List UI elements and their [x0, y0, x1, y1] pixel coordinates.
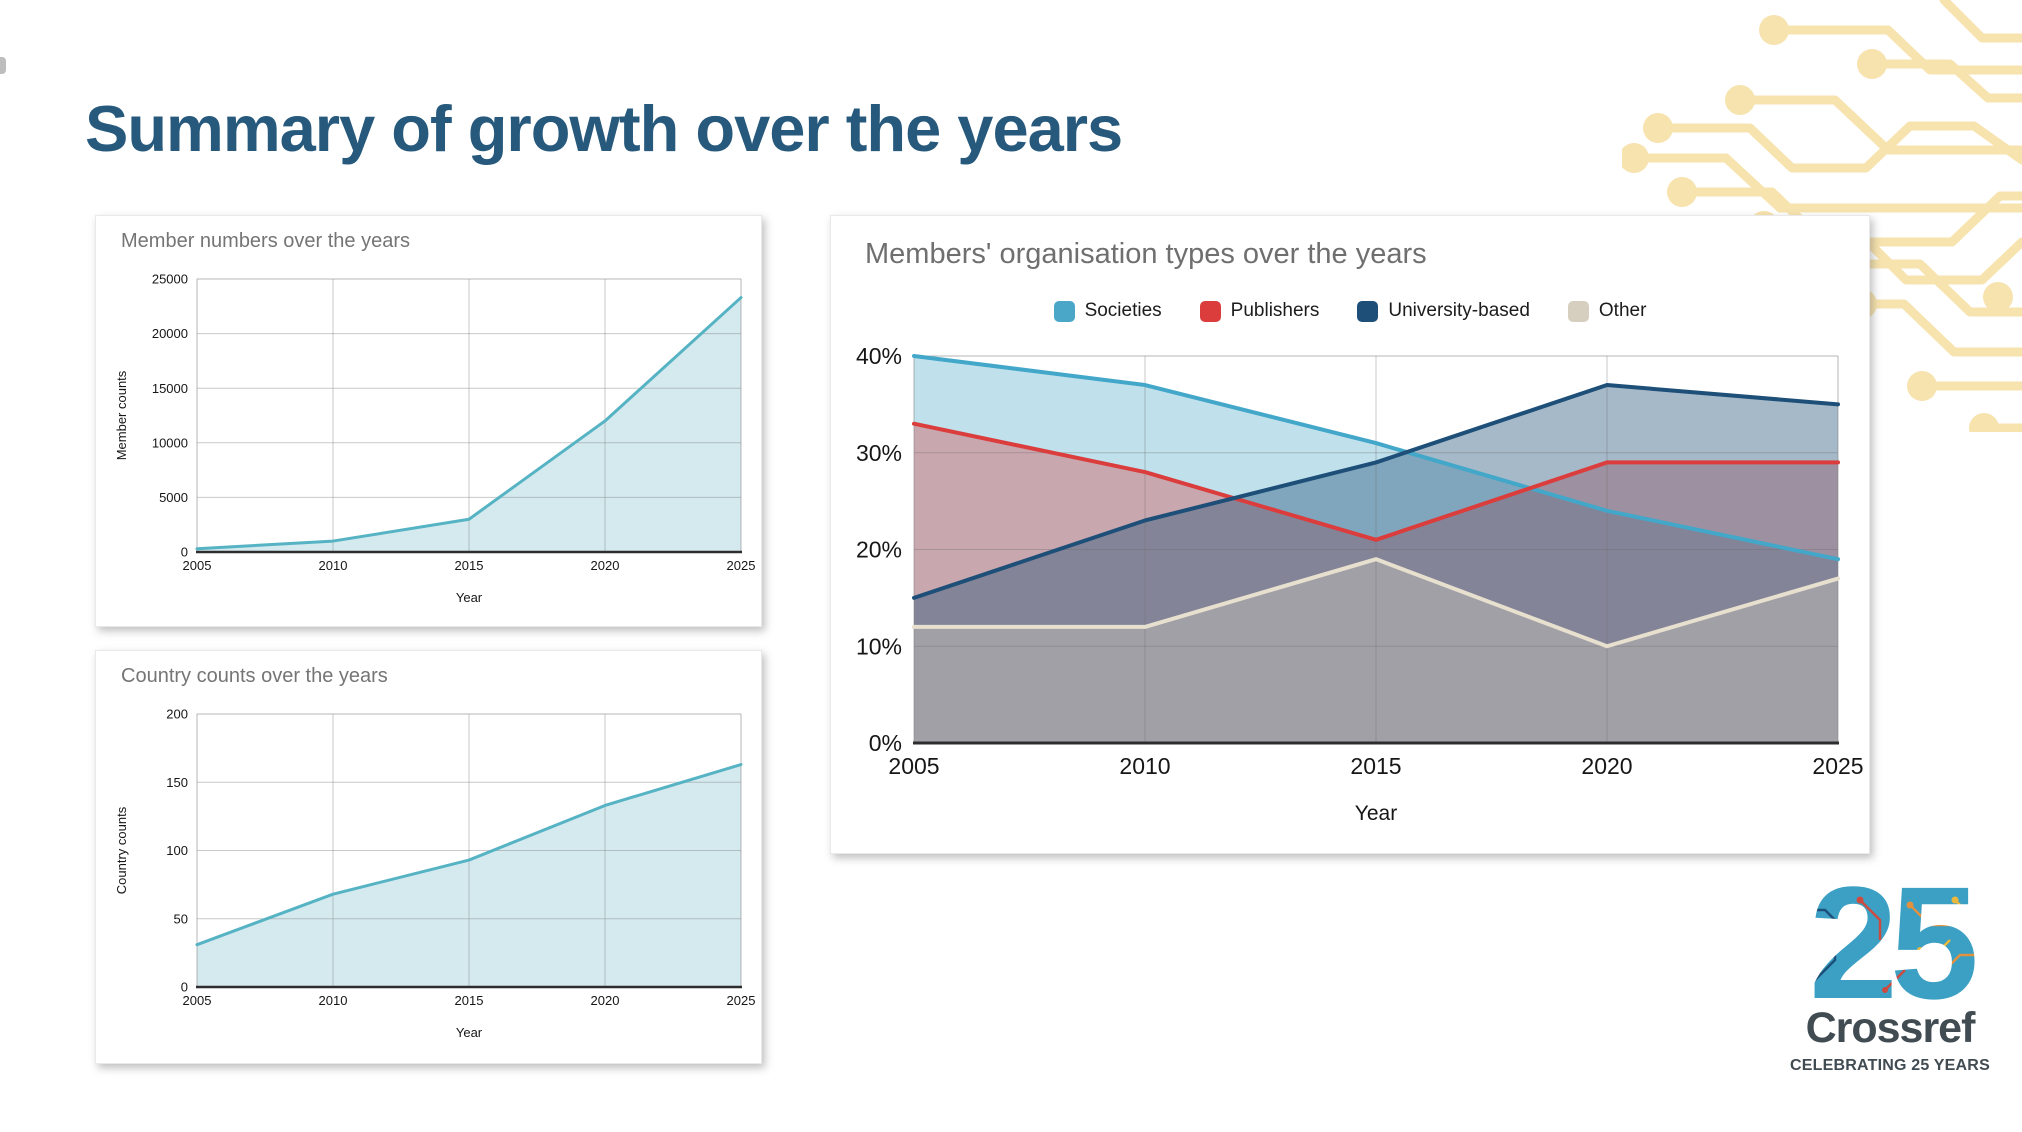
legend-label: Other: [1598, 300, 1647, 321]
x-tick-label: 2005: [183, 558, 212, 573]
y-tick-label: 50: [174, 911, 188, 926]
legend-label: Societies: [1084, 300, 1162, 321]
org-types-card: Members' organisation types over the yea…: [830, 215, 1870, 854]
org-types-legend: Societies Publishers University-based Other: [831, 300, 1869, 322]
line-university-based: [912, 383, 1840, 600]
x-tick-label: 2010: [319, 558, 348, 573]
x-tick-label: 2020: [1581, 753, 1632, 779]
legend-swatch-icon: [1567, 300, 1589, 322]
crossref-wordmark: Crossref: [1805, 1004, 1976, 1052]
x-tick-label: 2025: [727, 993, 756, 1008]
legend-label: University-based: [1388, 300, 1530, 321]
y-tick-label: 20000: [152, 326, 188, 341]
y-tick-label: 200: [166, 707, 188, 722]
x-tick-label: 2010: [1119, 753, 1170, 779]
line-country counts: [195, 763, 743, 947]
y-tick-label: 30%: [856, 440, 902, 466]
y-tick-label: 15000: [152, 381, 188, 396]
country-counts-card: Country counts over the years 0 50 100 150 2…: [95, 650, 762, 1064]
country-counts-plot: 0 50 100 150 200 2005 2010 2015 2020 2025 Year Coun…: [114, 707, 756, 1040]
page-title: Summary of growth over the years: [85, 91, 1123, 165]
legend-item-societies: Societies: [1053, 300, 1162, 322]
y-tick-label: 20%: [856, 537, 902, 563]
member-numbers-card: Member numbers over the years 0 5000 10000…: [95, 215, 762, 627]
legend-item-university-based: University-based: [1357, 300, 1530, 322]
x-tick-label: 2015: [1350, 753, 1401, 779]
y-tick-label: 150: [166, 775, 188, 790]
x-tick-label: 2025: [727, 558, 756, 573]
member-numbers-chart: 0 5000 10000 15000 20000 25000 2005 2010 2015 202…: [96, 216, 761, 626]
crossref-logo: 25: [1785, 880, 1995, 1075]
x-tick-label: 2005: [183, 993, 212, 1008]
y-tick-label: 0%: [869, 730, 902, 756]
country-counts-chart-title: Country counts over the years: [121, 665, 388, 687]
legend-swatch-icon: [1199, 300, 1221, 322]
legend-label: Publishers: [1230, 300, 1320, 321]
y-tick-label: 100: [166, 843, 188, 858]
org-types-chart-title: Members' organisation types over the yea…: [865, 238, 1427, 270]
left-edge-artifact: [0, 57, 6, 74]
line-societies: [912, 354, 1840, 562]
member-numbers-plot: 0 5000 10000 15000 20000 25000 2005 2010 2015 202…: [114, 272, 756, 605]
area-other: [914, 559, 1838, 743]
legend-item-other: Other: [1567, 300, 1647, 322]
area-country counts: [197, 764, 741, 987]
x-tick-label: 2010: [319, 993, 348, 1008]
x-tick-label: 2020: [591, 993, 620, 1008]
y-axis-title: Country counts: [114, 806, 129, 894]
legend-swatch-icon: [1053, 300, 1075, 322]
y-tick-label: 10%: [856, 633, 902, 659]
y-tick-label: 0: [181, 545, 188, 560]
x-axis-title: Year: [1355, 802, 1397, 825]
x-axis-title: Year: [456, 1025, 483, 1040]
area-publishers: [914, 423, 1838, 743]
x-axis-title: Year: [456, 590, 483, 605]
line-other: [912, 557, 1840, 649]
org-types-plot: 0% 10% 20% 30% 40% 2005 2010 2015 2020 2025 Year: [856, 343, 1864, 825]
y-tick-label: 25000: [152, 272, 188, 287]
area-university-based: [914, 385, 1838, 743]
country-counts-chart: 0 50 100 150 200 2005 2010 2015 2020 2025 Year Coun…: [96, 651, 761, 1063]
legend-item-publishers: Publishers: [1199, 300, 1320, 322]
y-axis-title: Member counts: [114, 370, 129, 460]
x-tick-label: 2025: [1812, 753, 1863, 779]
org-types-chart: 0% 10% 20% 30% 40% 2005 2010 2015 2020 2025 Year: [831, 216, 1869, 853]
y-tick-label: 40%: [856, 343, 902, 369]
line-member counts: [195, 296, 743, 551]
member-numbers-chart-title: Member numbers over the years: [121, 230, 411, 252]
y-tick-label: 5000: [159, 490, 188, 505]
crossref-25-mark: 25: [1809, 880, 1975, 1005]
x-tick-label: 2015: [455, 993, 484, 1008]
y-tick-label: 10000: [152, 435, 188, 450]
line-publishers: [912, 421, 1840, 542]
x-tick-label: 2005: [888, 753, 939, 779]
x-tick-label: 2020: [591, 558, 620, 573]
y-tick-label: 0: [181, 980, 188, 995]
crossref-tagline: CELEBRATING 25 YEARS: [1790, 1057, 1990, 1074]
area-member counts: [197, 297, 741, 552]
legend-swatch-icon: [1357, 300, 1379, 322]
x-tick-label: 2015: [455, 558, 484, 573]
